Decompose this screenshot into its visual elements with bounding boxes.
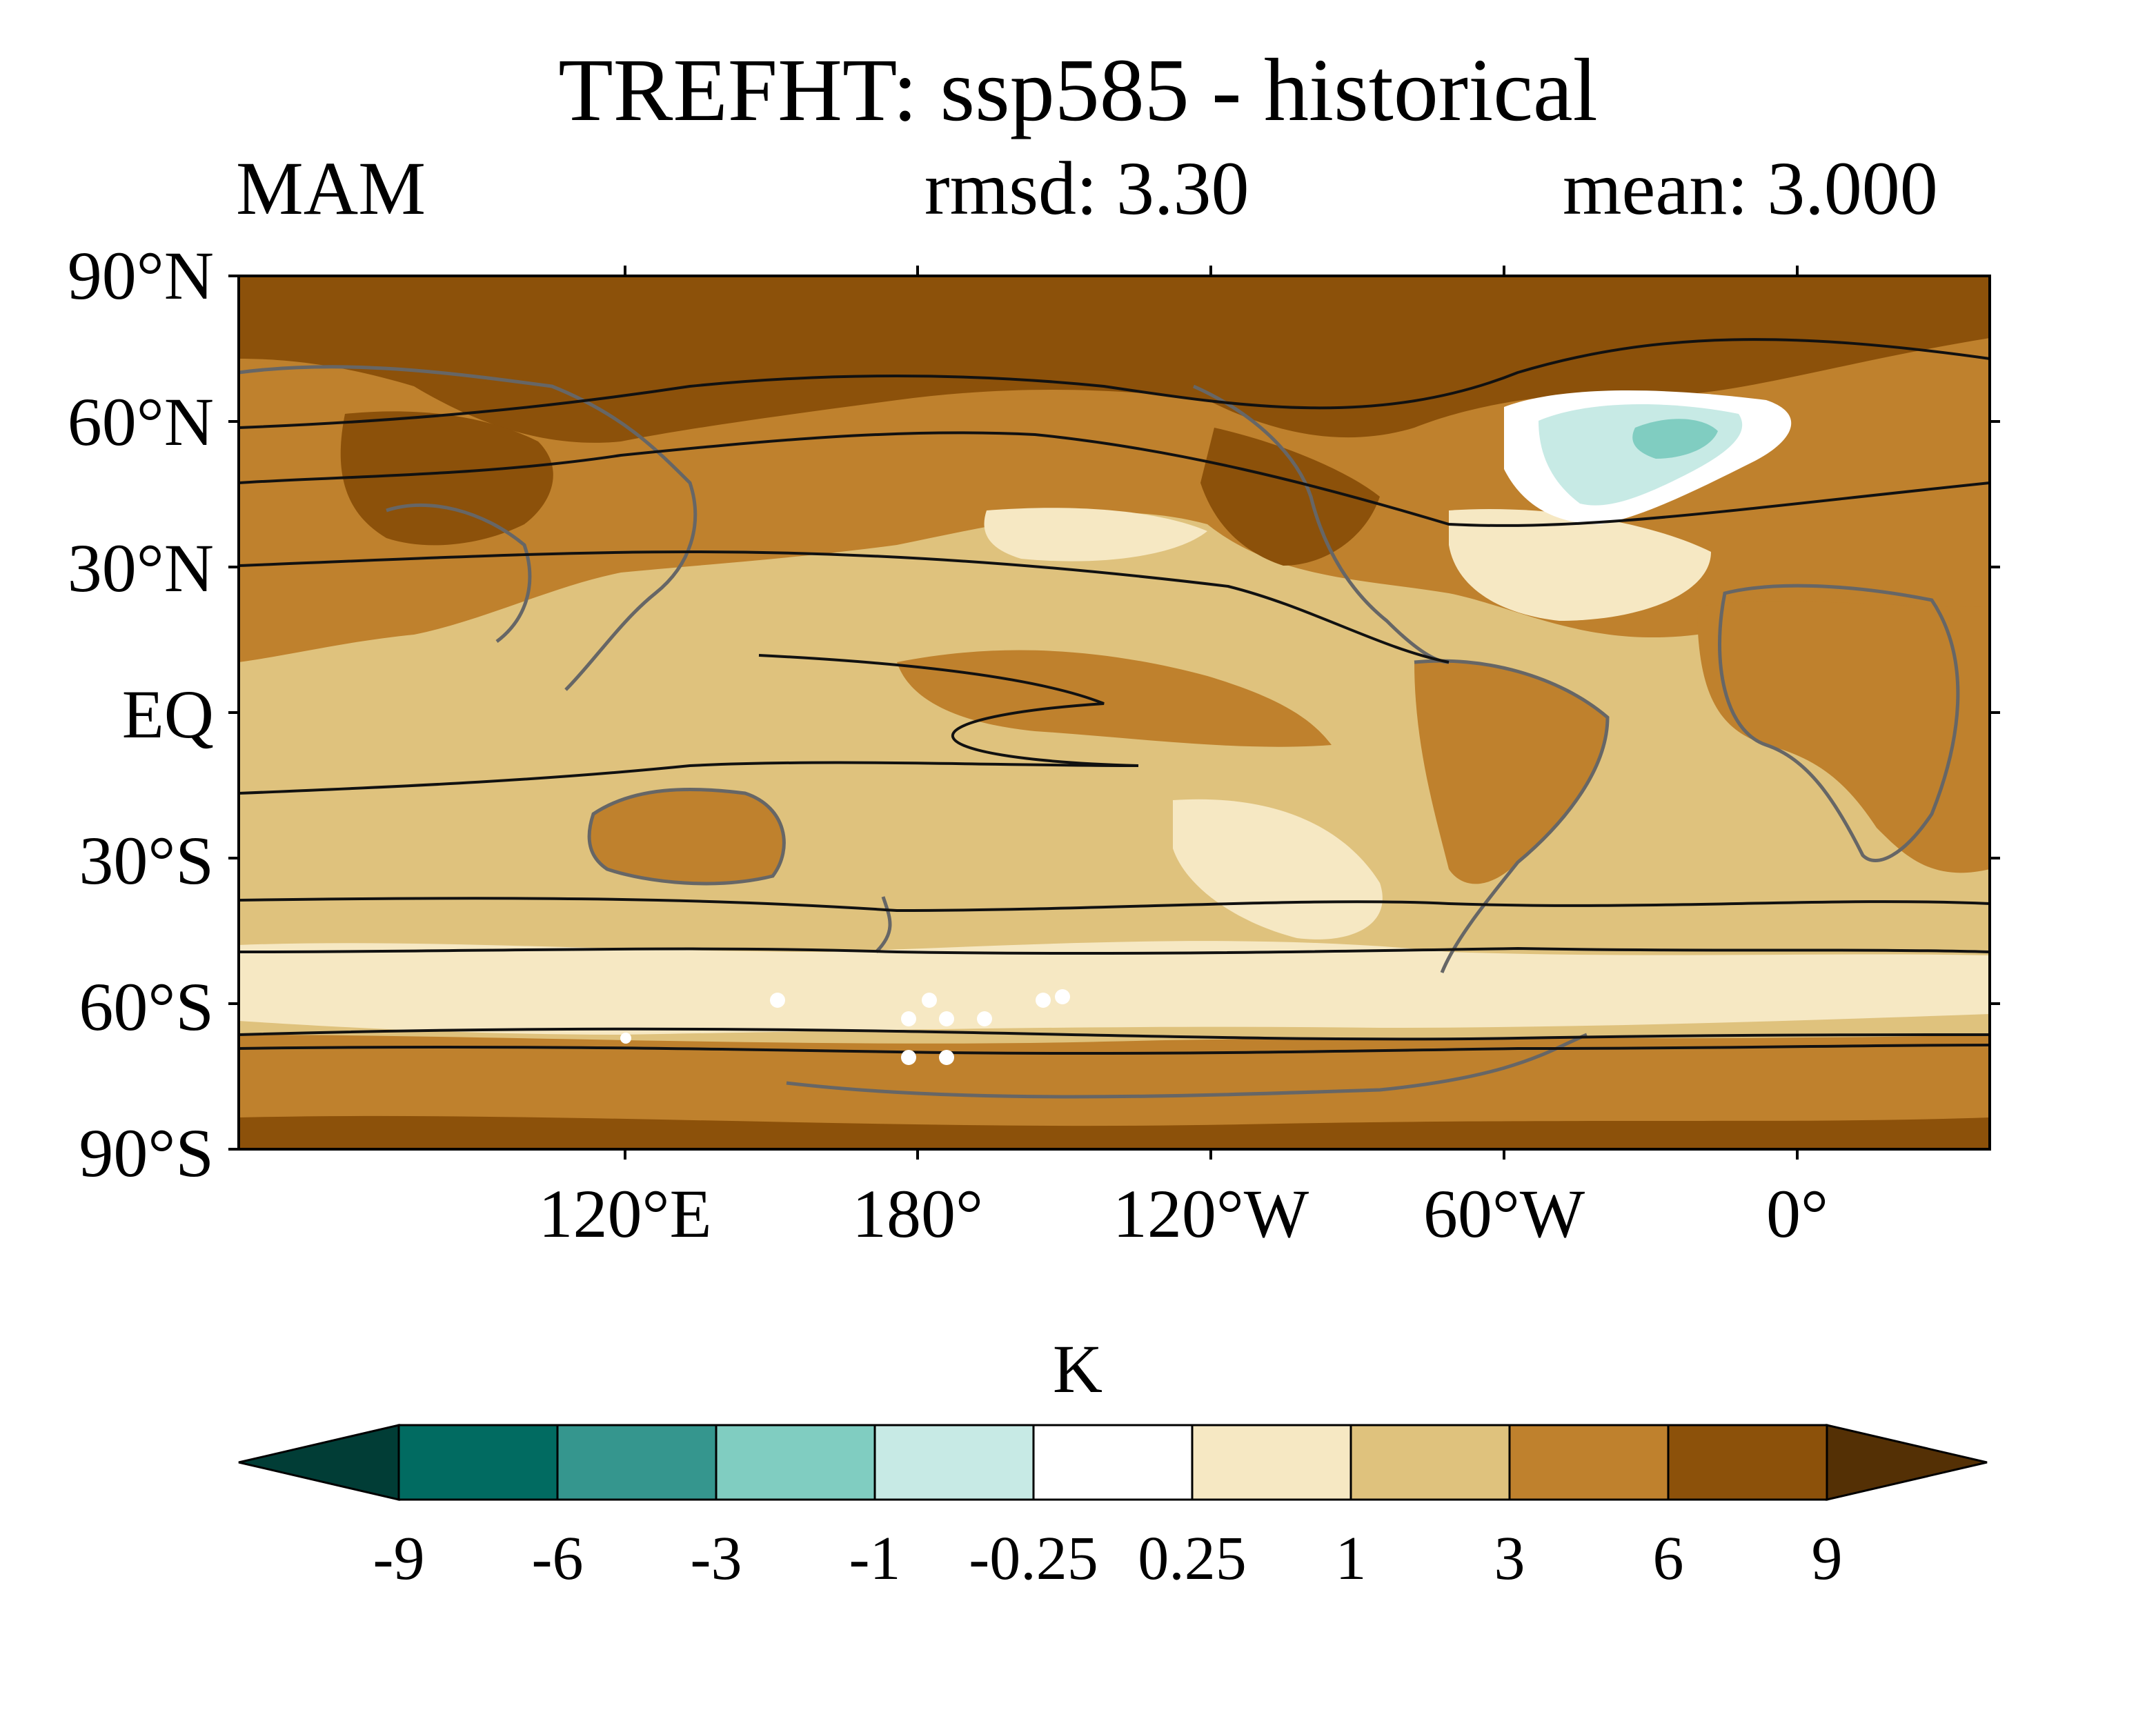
field-weak-southern-ocean [239,941,1990,1035]
field-warming-samerica [1414,661,1608,884]
colorbar-bin [1667,1424,1828,1501]
rmsd-label: rmsd: 3.30 [924,146,1249,230]
colorbar-label: -6 [531,1524,584,1593]
field-strong-arctic [239,276,1990,443]
field-weak-north-atlantic [1449,509,1711,621]
colorbar-label: -1 [849,1524,901,1593]
field-strong-antarctica [239,1115,1990,1149]
lon-label-0: 0° [1766,1175,1828,1252]
mean-label: mean: 3.000 [1563,146,1938,230]
colorbar-label: 0.25 [1138,1524,1247,1593]
colorbar-bin [397,1424,559,1501]
colorbar-bin [1349,1424,1511,1501]
stipple-dots [620,989,1070,1065]
field-warming-australia [589,789,784,884]
colorbar-bin [556,1424,718,1501]
lon-label-120w: 120°W [1112,1175,1309,1252]
colorbar-label: -3 [690,1524,742,1593]
field-cooling [1632,419,1718,459]
contours [239,338,1990,1055]
colorbar-bin [1508,1424,1670,1501]
lat-label-eq: EQ [121,676,214,753]
coastlines [239,365,1960,1099]
lat-label-90s: 90°S [79,1115,214,1191]
colorbar-units: K [1052,1331,1103,1407]
field-strong-namerica [1200,428,1380,566]
colorbar [238,1424,1988,1501]
lat-label-60s: 60°S [79,968,214,1045]
colorbar-bin [715,1424,876,1501]
lat-label-30s: 30°S [79,822,214,899]
field-weak-north-pacific [984,508,1207,561]
field-warming-tropics [897,650,1332,747]
colorbar-label: 9 [1811,1524,1843,1593]
colorbar-label: -0.25 [969,1524,1098,1593]
colorbar-bin [873,1424,1035,1501]
lon-label-180: 180° [852,1175,983,1252]
axis-ticks [228,266,2000,1160]
colorbar-label: 1 [1335,1524,1367,1593]
colorbar-extend-high [1826,1424,1988,1501]
colorbar-label: 6 [1652,1524,1684,1593]
field-warming-africa [1697,601,1990,873]
lon-label-120e: 120°E [538,1175,712,1252]
lon-label-60w: 60°W [1423,1175,1585,1252]
field-strong-asia [340,411,553,546]
colorbar-bin [1032,1424,1194,1501]
colorbar-bin [1191,1424,1352,1501]
colorbar-extend-low [238,1424,400,1501]
lat-label-90n: 90°N [67,237,214,314]
season-label: MAM [236,146,426,230]
plot-title: TREFHT: ssp585 - historical [558,41,1598,140]
colorbar-label: 3 [1494,1524,1525,1593]
colorbar-label: -9 [373,1524,425,1593]
map-field [239,276,1990,1149]
lat-label-60n: 60°N [67,384,214,460]
lat-label-30n: 30°N [67,530,214,606]
